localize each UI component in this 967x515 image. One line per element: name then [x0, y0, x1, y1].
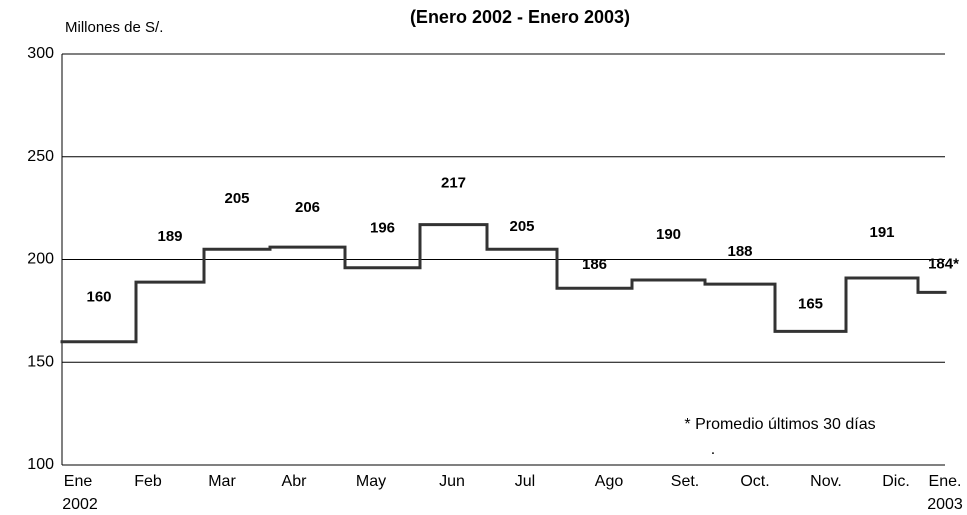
y-tick-label: 100 — [27, 456, 54, 473]
value-label: 206 — [295, 199, 320, 216]
annotation: * Promedio últimos 30 días — [684, 416, 875, 433]
x-tick-label: Ago — [595, 473, 624, 490]
value-label: 190 — [656, 226, 681, 243]
year-label: 2002 — [62, 496, 98, 513]
x-tick-label: Set. — [671, 473, 699, 490]
value-label: 196 — [370, 220, 395, 237]
x-tick-label: Ene — [64, 473, 93, 490]
y-tick-label: 150 — [27, 353, 54, 370]
value-label: 191 — [869, 224, 894, 241]
x-tick-label: May — [356, 473, 386, 490]
value-label: 205 — [224, 190, 249, 207]
x-tick-label: Nov. — [810, 473, 842, 490]
y-tick-label: 300 — [27, 45, 54, 62]
y-tick-label: 250 — [27, 148, 54, 165]
value-label: 184* — [928, 255, 959, 272]
y-axis-label: Millones de S/. — [65, 19, 163, 36]
x-tick-label: Jun — [439, 473, 465, 490]
x-tick-label: Oct. — [740, 473, 769, 490]
y-tick-label: 200 — [27, 251, 54, 268]
annotation: . — [711, 441, 715, 458]
x-tick-label: Mar — [208, 473, 236, 490]
x-tick-label: Jul — [515, 473, 535, 490]
year-label: 2003 — [927, 496, 963, 513]
value-label: 160 — [86, 289, 111, 306]
x-tick-label: Dic. — [882, 473, 910, 490]
chart-title: (Enero 2002 - Enero 2003) — [410, 7, 630, 27]
x-tick-label: Ene. — [929, 473, 962, 490]
value-label: 188 — [727, 243, 752, 260]
value-label: 217 — [441, 175, 466, 192]
value-label: 165 — [798, 295, 823, 312]
value-label: 205 — [509, 218, 534, 235]
value-label: 186 — [582, 256, 607, 273]
x-tick-label: Abr — [282, 473, 308, 490]
x-tick-label: Feb — [134, 473, 162, 490]
value-label: 189 — [157, 228, 182, 245]
